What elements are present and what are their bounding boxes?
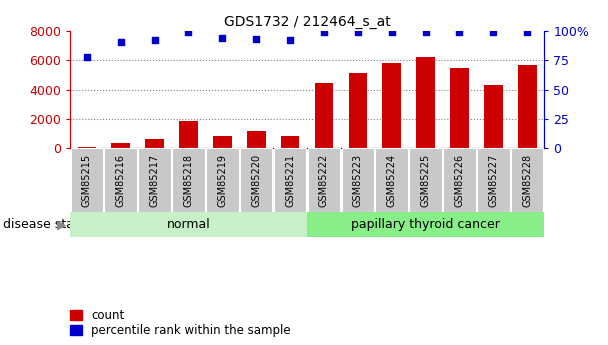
Point — [82, 54, 92, 60]
Point — [150, 38, 159, 43]
Bar — [111, 143, 130, 148]
Text: GSM85225: GSM85225 — [421, 154, 430, 207]
Title: GDS1732 / 212464_s_at: GDS1732 / 212464_s_at — [224, 14, 390, 29]
Point — [184, 29, 193, 35]
Point — [285, 38, 295, 43]
Legend: count, percentile rank within the sample: count, percentile rank within the sample — [70, 309, 291, 337]
Bar — [179, 121, 198, 148]
Point — [522, 29, 532, 35]
Point — [488, 29, 498, 35]
Bar — [484, 85, 503, 148]
Point — [387, 29, 396, 35]
Point — [353, 29, 363, 35]
Text: normal: normal — [167, 218, 210, 231]
Text: GSM85216: GSM85216 — [116, 154, 126, 207]
Bar — [145, 139, 164, 148]
Point — [116, 39, 126, 45]
Text: disease state: disease state — [3, 218, 86, 231]
Bar — [382, 62, 401, 148]
Point — [421, 29, 430, 35]
Text: GSM85221: GSM85221 — [285, 154, 295, 207]
Bar — [450, 68, 469, 148]
Text: GSM85220: GSM85220 — [251, 154, 261, 207]
Bar — [315, 83, 333, 148]
Text: GSM85222: GSM85222 — [319, 154, 329, 207]
Text: GSM85218: GSM85218 — [184, 154, 193, 207]
Bar — [78, 147, 96, 148]
Text: GSM85219: GSM85219 — [217, 154, 227, 207]
Text: GSM85227: GSM85227 — [488, 154, 499, 207]
Bar — [213, 136, 232, 148]
Text: GSM85217: GSM85217 — [150, 154, 160, 207]
Text: papillary thyroid cancer: papillary thyroid cancer — [351, 218, 500, 231]
Point — [218, 35, 227, 41]
Text: GSM85224: GSM85224 — [387, 154, 397, 207]
Point — [251, 37, 261, 42]
Text: GSM85223: GSM85223 — [353, 154, 363, 207]
Bar — [281, 136, 299, 148]
Bar — [247, 131, 266, 148]
Bar — [416, 57, 435, 148]
Text: GSM85226: GSM85226 — [454, 154, 465, 207]
Text: GSM85228: GSM85228 — [522, 154, 532, 207]
Bar — [518, 65, 536, 148]
Bar — [348, 73, 367, 148]
Text: GSM85215: GSM85215 — [82, 154, 92, 207]
Text: ▶: ▶ — [57, 218, 67, 231]
Point — [319, 29, 329, 35]
Point — [455, 29, 465, 35]
